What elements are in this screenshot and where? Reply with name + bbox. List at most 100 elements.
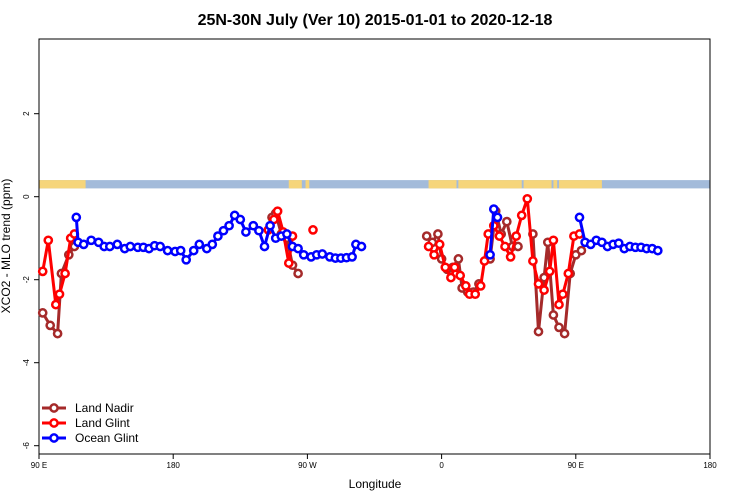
land-band (39, 180, 86, 189)
data-point (194, 239, 205, 250)
legend-label: Land Nadir (75, 401, 134, 415)
land-band (553, 180, 558, 189)
legend-marker (49, 418, 59, 428)
data-point (175, 245, 186, 256)
data-point (613, 238, 624, 249)
land-band (428, 180, 457, 189)
data-point (241, 227, 251, 237)
data-point (434, 239, 445, 250)
land-ocean-strip (39, 180, 710, 189)
x-tick-label: 180 (703, 461, 717, 470)
data-point (45, 320, 56, 331)
y-tick-label: -4 (22, 359, 31, 367)
data-point (539, 285, 549, 295)
data-point (78, 239, 89, 250)
data-point (557, 289, 568, 300)
data-point (423, 241, 434, 252)
data-point (500, 241, 510, 252)
data-point (492, 212, 503, 223)
data-point (43, 235, 54, 246)
data-point (60, 268, 70, 279)
land-band (559, 180, 602, 189)
ocean-band (39, 180, 710, 189)
data-point (293, 268, 303, 279)
data-point (50, 299, 61, 310)
data-point (511, 231, 522, 241)
y-tick-label: 0 (22, 194, 31, 199)
data-point (544, 266, 555, 277)
data-point (298, 249, 309, 260)
data-point (563, 268, 574, 279)
data-point (528, 256, 538, 266)
data-point (248, 220, 259, 231)
data-point (470, 289, 481, 300)
data-point (574, 212, 585, 223)
data-point (125, 241, 136, 252)
series-line (531, 233, 583, 336)
data-point (548, 235, 559, 246)
data-point (559, 328, 570, 339)
y-tick-label: 2 (22, 111, 31, 116)
data-point (317, 249, 328, 259)
data-point (533, 279, 544, 289)
data-point (293, 243, 303, 254)
series-ocean-glint (71, 204, 663, 265)
data-point (533, 326, 544, 337)
data-point (272, 206, 283, 217)
data-point (516, 210, 527, 221)
data-point (37, 266, 48, 277)
data-point (576, 245, 587, 256)
series-land-glint (37, 193, 585, 310)
data-point (224, 220, 234, 231)
series-layer (37, 193, 663, 339)
data-point (52, 328, 63, 339)
x-tick-label: 90 E (31, 461, 47, 470)
data-point (652, 245, 663, 256)
data-point (449, 262, 460, 273)
data-point (213, 231, 223, 241)
data-point (421, 231, 432, 241)
data-point (104, 241, 115, 252)
data-point (181, 254, 192, 265)
land-band (288, 180, 302, 189)
data-point (429, 249, 439, 260)
data-point (282, 229, 292, 239)
y-axis: -6 -4 -2 0 2 (22, 111, 39, 449)
data-point (505, 252, 516, 262)
data-point (485, 249, 495, 260)
data-point (433, 229, 443, 239)
data-point (356, 241, 367, 252)
land-band (458, 180, 522, 189)
data-point (71, 212, 82, 223)
data-point (112, 239, 123, 250)
legend-marker (49, 433, 59, 443)
x-tick-label: 180 (167, 461, 181, 470)
data-point (265, 220, 275, 231)
plot-frame (38, 38, 711, 455)
data-point (155, 241, 166, 252)
data-point (86, 235, 97, 246)
data-point (554, 322, 564, 333)
x-tick-label: 90 W (298, 461, 317, 470)
data-point (453, 254, 464, 264)
data-point (347, 252, 357, 262)
data-point (235, 214, 246, 225)
x-axis: 90 E 180 90 W 0 90 E 180 (31, 454, 717, 470)
data-point (554, 299, 564, 310)
data-point (488, 204, 499, 214)
x-axis-label: Longitude (349, 477, 402, 491)
data-point (440, 262, 451, 273)
data-point (207, 239, 218, 250)
x-tick-label: 90 E (568, 461, 584, 470)
data-point (188, 245, 199, 256)
land-band (305, 180, 310, 189)
data-point (308, 225, 318, 235)
data-point (259, 241, 270, 252)
land-band (523, 180, 552, 189)
data-point (455, 270, 466, 281)
series-line (427, 197, 581, 307)
y-tick-label: -6 (22, 442, 31, 450)
legend-marker (49, 403, 59, 413)
data-point (494, 231, 505, 241)
